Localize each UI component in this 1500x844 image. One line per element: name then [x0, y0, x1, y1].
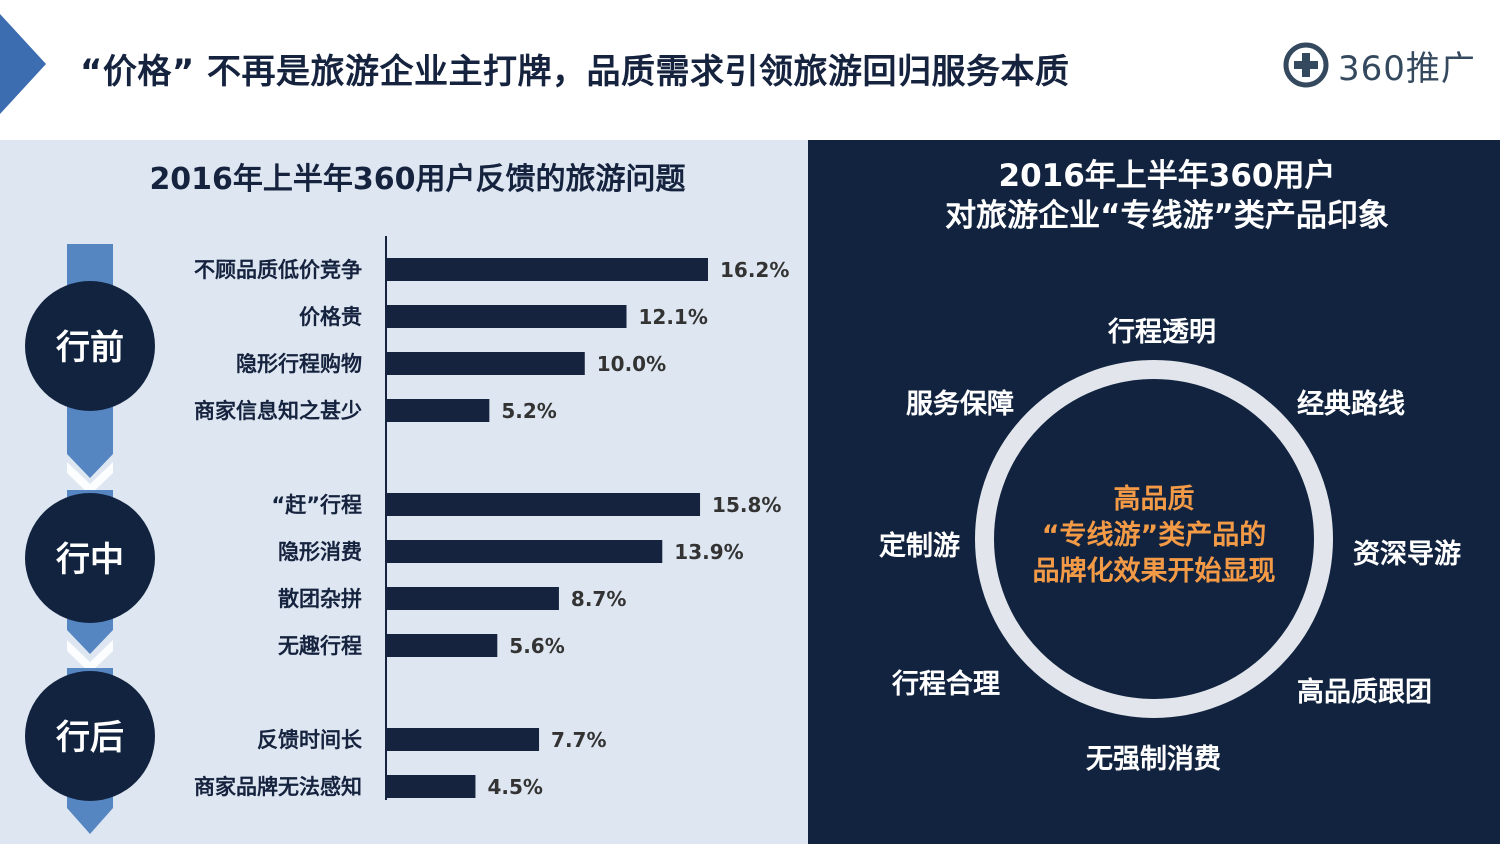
data-label: 12.1% [639, 305, 708, 329]
bar [386, 399, 490, 422]
center-statement: 高品质 “专线游”类产品的 品牌化效果开始显现 [974, 482, 1334, 590]
data-label: 13.9% [674, 540, 743, 564]
attribute-label: 服务保障 [906, 389, 1014, 420]
bar [386, 540, 663, 563]
attribute-label: 高品质跟团 [1297, 677, 1432, 708]
stage-circle [25, 281, 155, 411]
header: “价格” 不再是旅游企业主打牌，品质需求引领旅游回归服务本质 360推广 [0, 0, 1500, 140]
category-label: 商家信息知之甚少 [194, 399, 362, 423]
stage-circle [25, 493, 155, 623]
data-label: 4.5% [487, 775, 542, 799]
stage-label: 行中 [56, 540, 124, 580]
category-label: “赶”行程 [271, 493, 362, 517]
data-label: 16.2% [720, 258, 789, 282]
plus-circle-icon [1283, 42, 1329, 88]
right-panel: 2016年上半年360用户 对旅游企业“专线游”类产品印象 高品质 “专线游”类… [808, 140, 1500, 844]
data-label: 15.8% [712, 493, 781, 517]
center-line: 品牌化效果开始显现 [1032, 556, 1276, 587]
chart-title: 2016年上半年360用户反馈的旅游问题 [149, 162, 686, 197]
attribute-label: 资深导游 [1353, 539, 1461, 570]
data-label: 5.6% [509, 634, 564, 658]
logo: 360推广 [1282, 40, 1476, 90]
category-label: 散团杂拼 [278, 587, 362, 611]
attribute-label: 无强制消费 [1086, 744, 1221, 775]
stage-circle [25, 671, 155, 801]
category-label: 不顾品质低价竞争 [194, 258, 362, 282]
bar [386, 728, 540, 751]
bar [386, 634, 498, 657]
flow-chevron [67, 808, 113, 834]
data-label: 8.7% [571, 587, 626, 611]
bar [386, 775, 476, 798]
bar [386, 493, 701, 516]
category-label: 价格贵 [299, 305, 362, 329]
data-label: 5.2% [501, 399, 556, 423]
flow-chevron [67, 640, 113, 673]
attribute-label: 行程透明 [1108, 317, 1216, 348]
category-label: 无趣行程 [278, 634, 362, 658]
bar [386, 352, 585, 375]
flow-chevron [67, 462, 113, 495]
data-label: 7.7% [551, 728, 606, 752]
right-title-line2: 对旅游企业“专线游”类产品印象 [945, 198, 1389, 234]
category-label: 隐形消费 [278, 540, 362, 564]
bar [386, 258, 708, 281]
right-title-line1: 2016年上半年360用户 [998, 158, 1336, 194]
attribute-label: 经典路线 [1297, 389, 1405, 420]
data-label: 10.0% [597, 352, 666, 376]
bar [386, 587, 559, 610]
category-label: 反馈时间长 [257, 728, 363, 752]
chevron-right-icon [0, 14, 46, 114]
page-title: “价格” 不再是旅游企业主打牌，品质需求引领旅游回归服务本质 [80, 52, 1070, 92]
category-label: 商家品牌无法感知 [194, 775, 362, 799]
attribute-label: 行程合理 [892, 669, 1000, 700]
attribute-label: 定制游 [879, 531, 960, 562]
center-line: “专线游”类产品的 [1041, 520, 1267, 551]
bar [386, 305, 627, 328]
flow-chevron [67, 454, 113, 478]
stage-label: 行后 [56, 718, 124, 758]
stage-label: 行前 [56, 328, 124, 368]
logo-text: 360推广 [1338, 48, 1476, 89]
flow-chevron [67, 630, 113, 654]
center-line: 高品质 [1113, 484, 1195, 515]
category-label: 隐形行程购物 [236, 352, 362, 376]
left-panel: 2016年上半年360用户反馈的旅游问题 行前行中行后 不顾品质低价竞争 16.2%… [0, 140, 808, 844]
